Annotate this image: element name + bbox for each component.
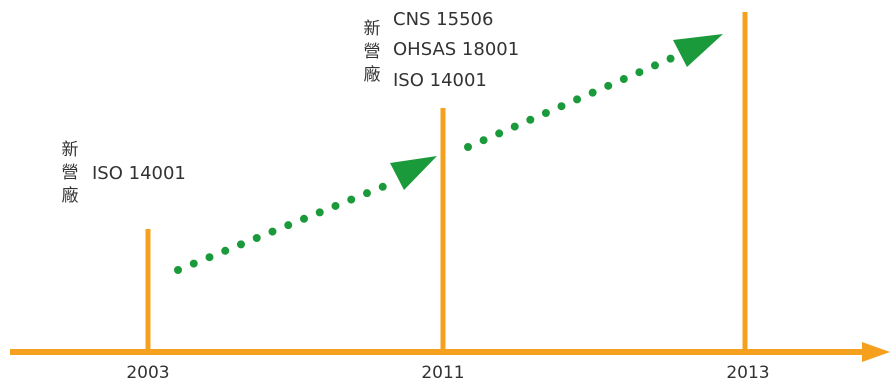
progress-arrow-2 (464, 34, 723, 151)
axis-arrowhead-icon (862, 342, 890, 362)
arrowhead-icon (673, 34, 723, 67)
dotted-arrow-shaft (464, 54, 676, 151)
arrowhead-icon (390, 156, 437, 190)
certification-label: ISO 14001 (393, 70, 487, 91)
site-name-char: 營 (62, 163, 79, 183)
year-label-2003: 2003 (126, 363, 169, 382)
year-label-2013: 2013 (726, 363, 769, 382)
certification-label: OHSAS 18001 (393, 39, 519, 60)
timeline-axis (10, 342, 890, 362)
certification-label: CNS 15506 (393, 9, 493, 30)
site-name-char: 廠 (62, 185, 79, 206)
site-name-char: 營 (364, 42, 381, 62)
progress-arrow-1 (174, 156, 437, 274)
certification-label: ISO 14001 (92, 163, 186, 184)
site-name-char: 新 (364, 19, 381, 39)
site-name-char: 廠 (364, 64, 381, 85)
milestone-2011: 新 營 廠 CNS 15506 OHSAS 18001 ISO 14001 (364, 9, 520, 91)
year-label-2011: 2011 (421, 363, 464, 382)
dotted-arrow-shaft (174, 179, 396, 274)
milestone-2003: 新 營 廠 ISO 14001 (62, 140, 186, 206)
site-name-char: 新 (62, 140, 79, 160)
